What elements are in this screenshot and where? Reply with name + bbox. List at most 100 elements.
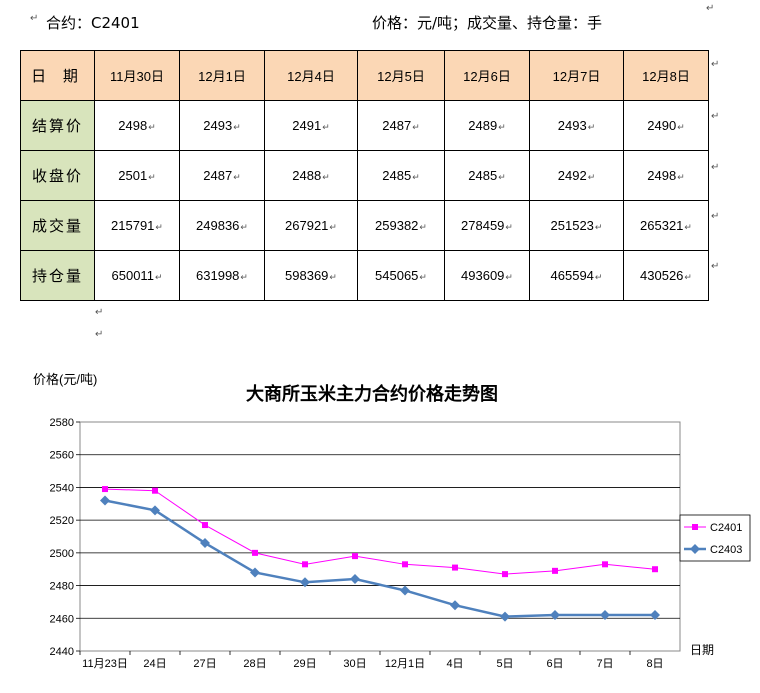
data-point-C2403 [650,610,660,621]
row-label: 收盘价 [20,150,95,201]
table-cell: 2488↵ [264,150,358,201]
return-mark: ↵ [30,13,39,24]
table-row: 持仓量 650011↵ 631998↵ 598369↵ 545065↵ 4936… [20,250,709,301]
plot-area [79,421,681,652]
y-axis-label: 价格(元/吨) [33,372,97,387]
table-cell: 598369↵ [264,250,358,301]
table-header-row: 日 期 11月30日 12月1日 12月4日 12月5日 12月6日 12月7日… [20,50,709,101]
data-point-C2403 [500,611,510,622]
table-cell: 2493↵ [529,100,624,151]
x-tick-label: 30日 [343,658,366,670]
return-mark: ↵ [95,329,104,340]
table-cell: 493609↵ [444,250,530,301]
data-point-C2403 [600,610,610,621]
y-tick-label: 2480 [50,581,74,593]
table-cell: 2498↵ [94,100,180,151]
return-mark: ↵ [711,261,720,272]
row-label: 持仓量 [20,250,95,301]
table-cell: 259382↵ [357,200,445,251]
table-cell: 251523↵ [529,200,624,251]
data-point-C2401 [152,487,158,494]
legend: C2401 C2403 [679,514,751,562]
table-cell: 465594↵ [529,250,624,301]
header-cell: 12月8日 [623,50,709,101]
return-mark: ↵ [711,59,720,70]
table-cell: 545065↵ [357,250,445,301]
data-point-C2403 [250,567,260,578]
y-tick-label: 2440 [50,646,74,658]
y-axis-ticks: 2440 2460 2480 2500 2520 2540 2560 2580 [50,417,80,658]
y-tick-label: 2540 [50,482,74,494]
x-tick-label: 11月23日 [82,658,128,670]
data-point-C2401 [502,571,508,578]
x-tick-label: 12月1日 [385,658,425,670]
units-note: 价格：元/吨；成交量、持仓量：手 [372,14,603,32]
data-point-C2403 [200,538,210,549]
data-point-C2403 [550,610,560,621]
series-line-C2403 [104,499,655,618]
series-line-C2401 [104,488,656,575]
contract-title: 合约：C2401 [46,14,140,32]
table-cell: 267921↵ [264,200,358,251]
table-cell: 2491↵ [264,100,358,151]
data-point-C2401 [602,561,608,568]
table-cell: 2489↵ [444,100,530,151]
legend-label-C2403: C2403 [710,544,742,556]
data-point-C2401 [652,566,658,573]
header-cell: 日 期 [20,50,95,101]
y-tick-label: 2460 [50,613,74,625]
data-point-C2401 [202,522,208,529]
data-point-C2401 [552,567,558,574]
data-point-C2403 [100,495,110,506]
header-cell: 12月4日 [264,50,358,101]
chart-title: 大商所玉米主力合约价格走势图 [246,383,498,404]
return-mark: ↵ [95,307,104,318]
table-cell: 2487↵ [179,150,265,201]
x-tick-label: 29日 [293,658,316,670]
x-tick-label: 6日 [546,658,563,670]
row-label: 成交量 [20,200,95,251]
x-tick-label: 24日 [143,658,166,670]
data-point-C2401 [302,561,308,568]
price-table: 日 期 11月30日 12月1日 12月4日 12月5日 12月6日 12月7日… [20,50,709,301]
table-cell: 631998↵ [179,250,265,301]
data-point-C2403 [150,505,160,516]
data-point-C2401 [352,553,358,560]
table-cell: 265321↵ [623,200,709,251]
y-tick-label: 2520 [50,515,74,527]
legend-marker-C2403 [690,544,700,554]
x-tick-label: 7日 [596,658,613,670]
table-cell: 650011↵ [94,250,180,301]
data-point-C2403 [400,585,410,596]
table-cell: 2493↵ [179,100,265,151]
price-trend-chart: 价格(元/吨) 大商所玉米主力合约价格走势图 2440 2460 2480 2500 2… [33,372,751,670]
table-cell: 249836↵ [179,200,265,251]
header-cell: 12月1日 [179,50,265,101]
return-mark: ↵ [711,111,720,122]
legend-label-C2401: C2401 [710,522,742,534]
grid-lines [79,421,681,652]
header-cell: 12月7日 [529,50,624,101]
table-row: 成交量 215791↵ 249836↵ 267921↵ 259382↵ 2784… [20,200,709,251]
header-cell: 12月6日 [444,50,530,101]
table-cell: 2492↵ [529,150,624,201]
x-axis-label: 日期 [690,643,714,657]
y-tick-label: 2500 [50,548,74,560]
data-point-C2401 [102,486,108,493]
x-tick-label: 5日 [496,658,513,670]
table-cell: 278459↵ [444,200,530,251]
table-cell: 2485↵ [357,150,445,201]
x-tick-label: 4日 [446,658,463,670]
data-point-C2403 [350,574,360,585]
table-cell: 2498↵ [623,150,709,201]
data-point-C2401 [252,549,258,556]
data-point-C2401 [452,564,458,571]
table-row: 结算价 2498↵ 2493↵ 2491↵ 2487↵ 2489↵ 2493↵ … [20,100,709,151]
data-point-C2403 [450,600,460,611]
header-cell: 12月5日 [357,50,445,101]
table-row: 收盘价 2501↵ 2487↵ 2488↵ 2485↵ 2485↵ 2492↵ … [20,150,709,201]
legend-marker-C2401 [692,524,698,530]
x-tick-label: 28日 [243,658,266,670]
row-label: 结算价 [20,100,95,151]
x-axis-ticks: 11月23日 24日 27日 28日 29日 30日 12月1日 4日 5日 6日 7日 8日 [79,651,664,670]
